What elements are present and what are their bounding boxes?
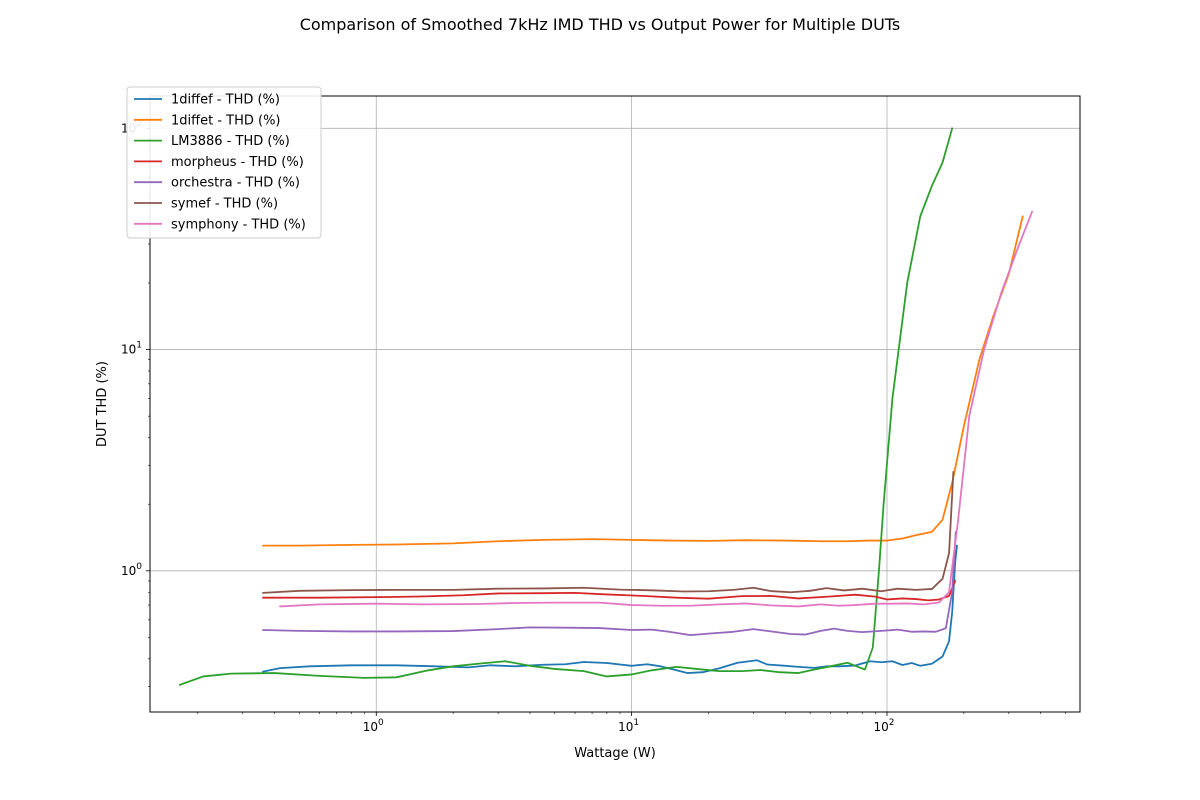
y-tick-label: 101: [121, 341, 142, 357]
y-tick-exponent: 0: [136, 562, 142, 572]
chart-title: Comparison of Smoothed 7kHz IMD THD vs O…: [300, 15, 901, 34]
x-tick-exponent: 1: [633, 718, 639, 728]
series-line-3: [262, 580, 957, 602]
y-tick-label: 100: [121, 562, 142, 578]
series-line-4: [262, 530, 957, 637]
y-tick-base: 10: [121, 343, 136, 357]
legend-entry-1: 1diffet - THD (%): [171, 113, 281, 128]
series-line-5: [262, 470, 955, 594]
x-tick-base: 10: [873, 720, 888, 734]
series-layer: [178, 127, 1033, 686]
x-tick-exponent: 0: [378, 718, 384, 728]
grid: [150, 96, 1080, 712]
series-line-1: [262, 215, 1024, 547]
series-line-0: [262, 544, 958, 674]
legend-entry-2: LM3886 - THD (%): [171, 134, 290, 149]
x-tick-base: 10: [618, 720, 633, 734]
legend-entry-5: symef - THD (%): [171, 197, 278, 212]
x-axis-label: Wattage (W): [574, 746, 656, 761]
legend-entry-0: 1diffef - THD (%): [171, 93, 280, 108]
legend-entry-3: morpheus - THD (%): [171, 155, 304, 170]
legend-entry-4: orchestra - THD (%): [171, 176, 300, 191]
x-tick-label: 101: [618, 718, 639, 734]
ticks: 100101102100101102: [121, 119, 1066, 734]
x-tick-label: 102: [873, 718, 894, 734]
x-tick-exponent: 2: [889, 718, 895, 728]
x-tick-base: 10: [363, 720, 378, 734]
legend-box: [126, 86, 322, 239]
x-tick-label: 100: [363, 718, 384, 734]
plot-frame: [149, 95, 1081, 713]
series-line-6: [279, 210, 1033, 608]
legend-entry-6: symphony - THD (%): [171, 217, 306, 232]
y-axis-label: DUT THD (%): [95, 361, 110, 447]
legend: 1diffef - THD (%) 1diffet - THD (%) LM3886…: [126, 86, 322, 239]
series-line-2: [178, 127, 954, 686]
y-tick-base: 10: [121, 564, 136, 578]
y-tick-exponent: 1: [136, 341, 142, 351]
